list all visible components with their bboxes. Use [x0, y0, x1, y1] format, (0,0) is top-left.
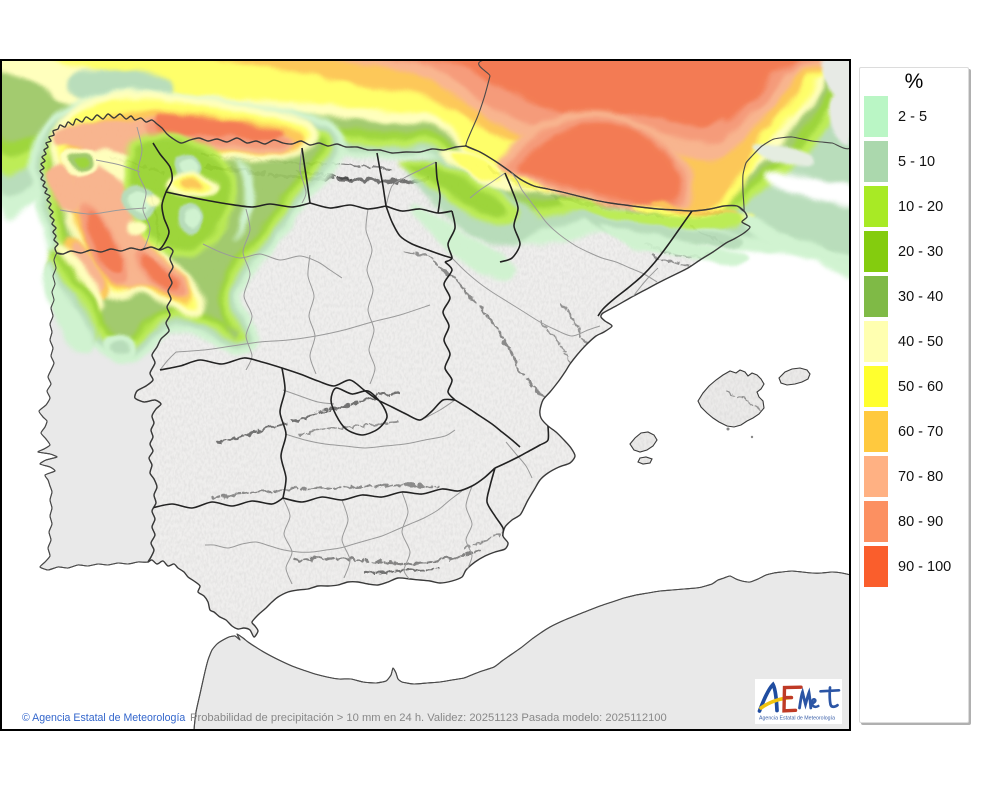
svg-text:Probabilidad de precipitación: Probabilidad de precipitación > 10 mm en…	[190, 712, 667, 724]
svg-text:© Agencia Estatal de Meteorolo: © Agencia Estatal de Meteorología	[22, 712, 185, 724]
svg-text:Agencia Estatal de Meteorologí: Agencia Estatal de Meteorología	[759, 716, 836, 722]
